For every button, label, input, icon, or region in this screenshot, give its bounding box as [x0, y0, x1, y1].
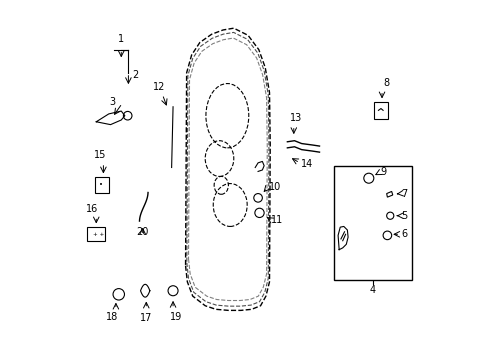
Bar — [87, 227, 105, 241]
Text: 6: 6 — [401, 229, 407, 239]
Text: 18: 18 — [106, 312, 118, 322]
Text: 15: 15 — [93, 150, 106, 160]
Text: 11: 11 — [271, 215, 283, 225]
Text: 9: 9 — [380, 167, 386, 177]
Bar — [333, 166, 411, 280]
Text: 20: 20 — [136, 227, 148, 237]
Text: 4: 4 — [369, 285, 375, 296]
Text: 3: 3 — [109, 97, 115, 107]
Text: 14: 14 — [300, 159, 312, 169]
Bar — [373, 103, 387, 118]
Text: 13: 13 — [289, 113, 302, 123]
Text: 2: 2 — [132, 69, 138, 80]
Text: + +: + + — [93, 232, 104, 237]
Text: 1: 1 — [118, 34, 124, 44]
Text: 17: 17 — [140, 313, 152, 323]
Bar — [95, 177, 109, 193]
Text: 8: 8 — [382, 78, 388, 88]
Text: •: • — [99, 182, 102, 188]
Text: 7: 7 — [401, 189, 407, 199]
Text: 10: 10 — [268, 182, 281, 192]
Text: 5: 5 — [401, 211, 407, 221]
Text: 16: 16 — [85, 204, 98, 214]
Text: 12: 12 — [153, 82, 165, 93]
Text: 19: 19 — [169, 312, 182, 322]
